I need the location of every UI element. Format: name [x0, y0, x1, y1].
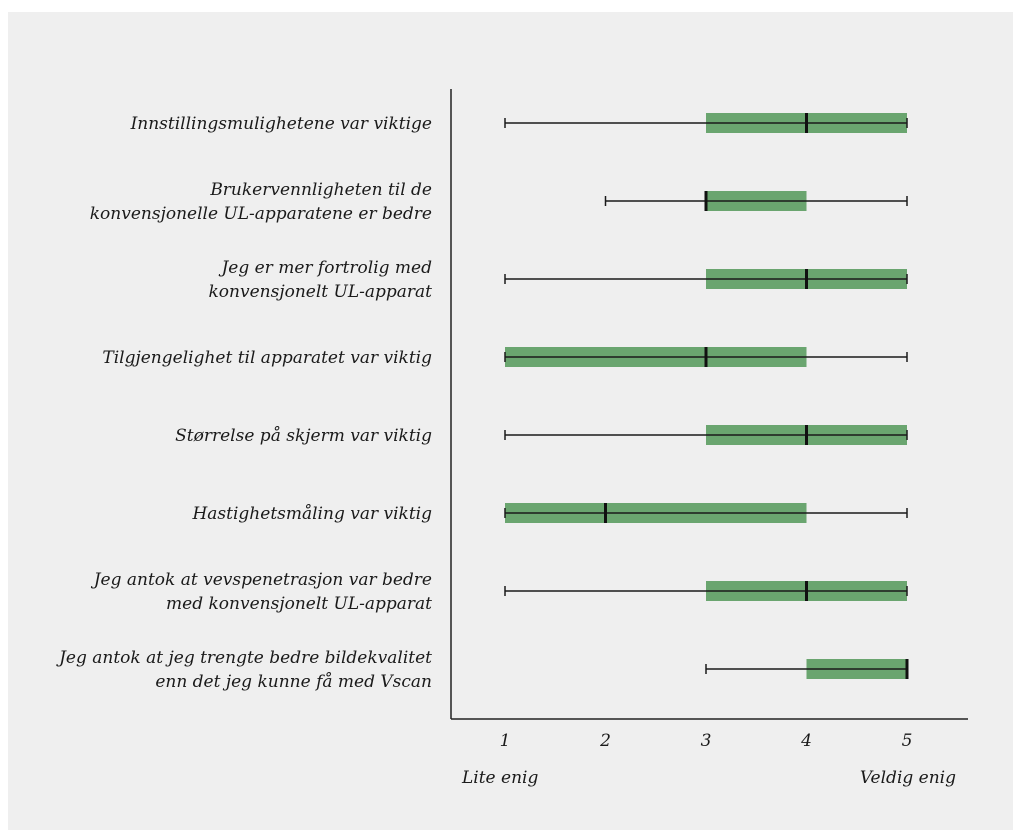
- boxplot-chart: Innstillingsmulighetene var viktige Bruke…: [56, 89, 968, 788]
- category-label: Jeg er mer fortrolig med: [218, 258, 432, 278]
- x-tick-label: 4: [800, 731, 812, 751]
- chart-panel: Innstillingsmulighetene var viktige Bruke…: [8, 12, 1013, 830]
- axis-left-label: Lite enig: [461, 768, 538, 788]
- box-row: [504, 503, 908, 523]
- box-row: [504, 347, 908, 367]
- category-label: Hastighetsmåling var viktig: [191, 504, 432, 524]
- category-label: Størrelse på skjerm var viktig: [175, 426, 432, 446]
- axes: [450, 89, 968, 720]
- box-row: [504, 269, 908, 289]
- category-label: Innstillingsmulighetene var viktige: [130, 114, 432, 134]
- box-row: [504, 425, 908, 445]
- category-label: enn det jeg kunne få med Vscan: [155, 672, 432, 692]
- category-label: Brukervennligheten til de: [209, 180, 432, 200]
- box-row: [705, 659, 909, 679]
- category-label: Jeg antok at jeg trengte bedre bildekval…: [56, 648, 432, 668]
- category-label: konvensjonelle UL-apparatene er bedre: [90, 204, 432, 224]
- category-label: Tilgjengelighet til apparatet var viktig: [102, 348, 432, 368]
- axis-right-label: Veldig enig: [860, 768, 956, 788]
- category-label: Jeg antok at vevspenetrasjon var bedre: [91, 570, 432, 590]
- box-row: [604, 191, 908, 211]
- boxes: [504, 113, 909, 679]
- category-labels: Innstillingsmulighetene var viktige Bruke…: [56, 114, 432, 692]
- tick-labels: 1 2 3 4 5: [500, 731, 913, 751]
- x-tick-label: 2: [599, 731, 611, 751]
- x-tick-label: 5: [902, 731, 913, 751]
- category-label: med konvensjonelt UL-apparat: [166, 594, 432, 614]
- box-row: [504, 113, 908, 133]
- x-tick-label: 3: [701, 731, 712, 751]
- box-row: [504, 581, 908, 601]
- category-label: konvensjonelt UL-apparat: [209, 282, 433, 302]
- x-tick-label: 1: [500, 731, 511, 751]
